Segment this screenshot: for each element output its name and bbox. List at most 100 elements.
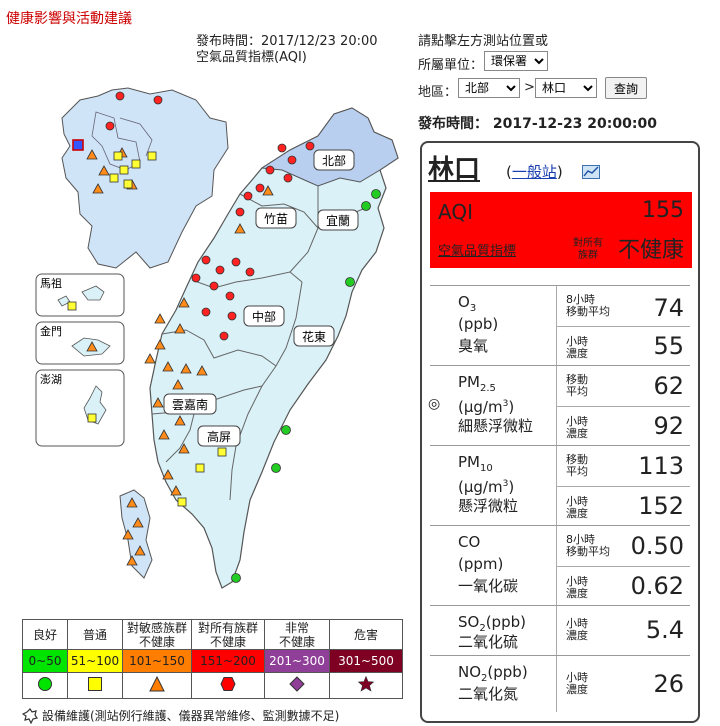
so2-symbol: SO2(ppb) [458, 613, 526, 634]
pm10-label-avg: 移動 平均 [566, 453, 588, 478]
kaohsiung-inset [119, 489, 153, 579]
region-label-central[interactable]: 中部 [252, 309, 276, 324]
pm10-label-hour: 小時 濃度 [566, 495, 588, 520]
co-name: 一氧化碳 [458, 577, 519, 595]
legend-label-sensitive: 對敏感族群 不健康 [122, 619, 192, 650]
aqi-value: 155 [642, 198, 684, 223]
panel-publish-time: 發布時間： 2017-12-23 20:00:00 [418, 116, 657, 132]
selected-station-marker[interactable] [72, 139, 84, 151]
aqi-title: AQI [438, 200, 473, 224]
legend-label-moderate: 普通 [67, 619, 123, 650]
legend-label-unhealthy: 對所有族群 不健康 [191, 619, 265, 650]
station-select[interactable]: 林口 [535, 78, 597, 98]
arrow-separator: > [524, 80, 535, 95]
hexagon-icon [220, 677, 236, 691]
legend-range-sensitive: 101~150 [122, 649, 192, 673]
maintenance-note-text: 設備維護(測站例行維護、儀器異常維修、監測數據不足) [42, 709, 340, 723]
pm10-name: 懸浮微粒 [458, 497, 519, 515]
region-select[interactable]: 北部 [458, 78, 520, 98]
taiwan-map[interactable]: 北部 竹苗 宜蘭 中部 花東 雲嘉南 高屏 馬祖 金門 澎湖 [30, 82, 410, 614]
chart-icon[interactable] [582, 165, 600, 179]
page-title: 健康影響與活動建議 [6, 11, 132, 27]
maintenance-icon [22, 707, 38, 724]
region-label-north[interactable]: 北部 [322, 153, 346, 168]
o3-hour-value: 55 [653, 332, 684, 360]
station-type-link[interactable]: 一般站 [511, 163, 557, 181]
matsu-box[interactable] [35, 273, 125, 317]
island-label-penghu: 澎湖 [40, 373, 62, 386]
pollutant-row-co: CO (ppm) 一氧化碳 8小時 移動平均 0.50 小時 濃度 0.62 [430, 525, 690, 606]
pollutant-row-pm10: PM10 (μg/m3) 懸浮微粒 移動 平均 113 小時 濃度 152 [430, 445, 690, 526]
station-type[interactable]: (一般站) [506, 163, 563, 181]
region-label: 地區： [418, 85, 458, 100]
legend-range-good: 0~50 [22, 649, 68, 673]
aqi-full-label: 空氣品質指標 [438, 244, 517, 259]
maintenance-note: 設備維護(測站例行維護、儀器異常維修、監測數據不足) [22, 707, 339, 724]
query-button[interactable]: 查詢 [605, 77, 648, 99]
legend-label-hazardous: 危害 [329, 619, 403, 650]
co-avg-value: 0.50 [630, 532, 684, 560]
penghu-box[interactable] [35, 369, 125, 447]
no2-symbol: NO2(ppb) [458, 663, 528, 684]
island-label-matsu: 馬祖 [40, 276, 62, 290]
station-hint: 請點擊左方測站位置或 [418, 34, 549, 49]
star-icon [357, 675, 375, 692]
co-label-hour: 小時 濃度 [566, 575, 588, 600]
unit-select[interactable]: 環保署 [484, 51, 548, 71]
island-label-kinmen: 金門 [40, 324, 62, 338]
region-label-huadong[interactable]: 花東 [302, 329, 326, 344]
pm25-unit: (μg/m3) [458, 398, 515, 416]
pollutant-row-pm25: ◎ PM2.5 (μg/m3) 細懸浮微粒 移動 平均 62 小時 濃度 92 [428, 365, 690, 446]
pm10-unit: (μg/m3) [458, 478, 515, 496]
no2-hour-value: 26 [653, 670, 684, 698]
no2-label-hour: 小時 濃度 [566, 671, 588, 696]
pm25-label-hour: 小時 濃度 [566, 415, 588, 440]
aqi-label: 空氣品質指標(AQI) [196, 50, 307, 65]
legend-icon-good [22, 672, 68, 699]
legend-range-very-unhealthy: 201~300 [264, 649, 330, 673]
region-label-yilan[interactable]: 宜蘭 [326, 213, 350, 228]
north-region[interactable] [260, 107, 399, 187]
region-label-gaoping[interactable]: 高屏 [207, 429, 231, 444]
circle-icon [38, 677, 52, 691]
pollutant-row-so2: SO2(ppb) 二氧化硫 小時 濃度 5.4 [430, 605, 690, 656]
publish-time: 發布時間：2017/12/23 20:00 [196, 34, 378, 49]
legend-range-unhealthy: 151~200 [191, 649, 265, 673]
no2-name: 二氧化氮 [458, 685, 519, 703]
taipei-inset [61, 87, 229, 269]
o3-symbol: O3 [458, 293, 477, 314]
pm10-avg-value: 113 [638, 452, 684, 480]
legend-icon-sensitive [122, 672, 192, 699]
diamond-icon [289, 676, 305, 692]
station-name: 林口 [428, 155, 481, 185]
unit-label: 所屬單位： [418, 58, 484, 73]
region-label-yunjianan[interactable]: 雲嘉南 [172, 397, 208, 412]
pm10-hour-value: 152 [638, 492, 684, 520]
aqi-status-block: AQI 155 空氣品質指標 對所有族群 不健康 [430, 192, 692, 268]
pollutant-row-o3: O3 (ppb) 臭氧 8小時 移動平均 74 小時 濃度 55 [430, 285, 690, 366]
status-prefix: 對所有族群 [573, 238, 603, 261]
pm10-symbol: PM10 [458, 453, 493, 474]
legend-icon-unhealthy [191, 672, 265, 699]
legend-icon-hazardous [329, 672, 403, 699]
co-label-avg: 8小時 移動平均 [566, 533, 610, 558]
triangle-icon [149, 675, 165, 692]
pm25-avg-value: 62 [653, 372, 684, 400]
co-unit: (ppm) [458, 555, 504, 573]
pm25-label-avg: 移動 平均 [566, 373, 588, 398]
legend-icon-moderate [67, 672, 123, 699]
pollutant-row-no2: NO2(ppb) 二氧化氮 小時 濃度 26 [430, 655, 690, 712]
legend-label-very-unhealthy: 非常 不健康 [264, 619, 330, 650]
aqi-legend: 良好 普通 對敏感族群 不健康 對所有族群 不健康 非常 不健康 危害 0~50 51… [22, 619, 403, 699]
pm25-indicator-icon: ◎ [428, 396, 441, 412]
co-symbol: CO [458, 533, 481, 551]
station-detail-panel: 林口 (一般站) AQI 155 空氣品質指標 對所有族群 不健康 O3 (pp… [420, 141, 700, 723]
so2-name: 二氧化硫 [458, 633, 519, 651]
o3-label-avg: 8小時 移動平均 [566, 293, 610, 318]
region-label-zhumiao[interactable]: 竹苗 [264, 212, 288, 226]
o3-name: 臭氧 [458, 337, 489, 355]
so2-hour-value: 5.4 [645, 616, 684, 644]
o3-label-hour: 小時 濃度 [566, 335, 588, 360]
o3-unit: (ppb) [458, 315, 499, 333]
legend-icon-very-unhealthy [264, 672, 330, 699]
